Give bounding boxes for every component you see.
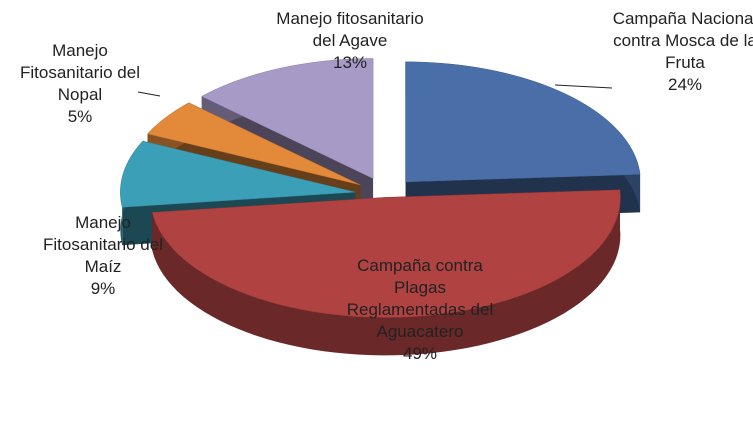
slice-label: Manejo Fitosanitario del Nopal 5% (10, 40, 150, 128)
value-label: 24% (667, 75, 703, 94)
slice-label: Campaña contra Plagas Reglamentadas del … (345, 255, 495, 365)
slice-top (201, 58, 374, 179)
leader-line (554, 84, 613, 89)
slice-side (152, 189, 621, 356)
category-label: Manejo Fitosanitario del Nopal (19, 41, 140, 104)
category-label: Campaña Nacional contra Mosca de la Frut… (612, 9, 753, 72)
value-label: 13% (332, 53, 368, 72)
slice-label: Campaña Nacional contra Mosca de la Frut… (610, 8, 753, 96)
slice-top (147, 102, 361, 186)
leader-line (137, 91, 161, 97)
slice-label: Manejo fitosanitario del Agave 13% (275, 8, 425, 74)
slice-label: Manejo Fitosanitario del Maíz 9% (28, 212, 178, 300)
slice-top (120, 140, 356, 208)
value-label: 9% (90, 279, 116, 298)
category-label: Manejo fitosanitario del Agave (276, 9, 424, 50)
value-label: 5% (67, 107, 93, 126)
slice-top (151, 189, 621, 318)
slice-top (405, 61, 641, 183)
slice (151, 189, 621, 356)
value-label: 49% (402, 344, 438, 363)
category-label: Manejo Fitosanitario del Maíz (42, 213, 163, 276)
category-label: Campaña contra Plagas Reglamentadas del … (346, 256, 494, 341)
